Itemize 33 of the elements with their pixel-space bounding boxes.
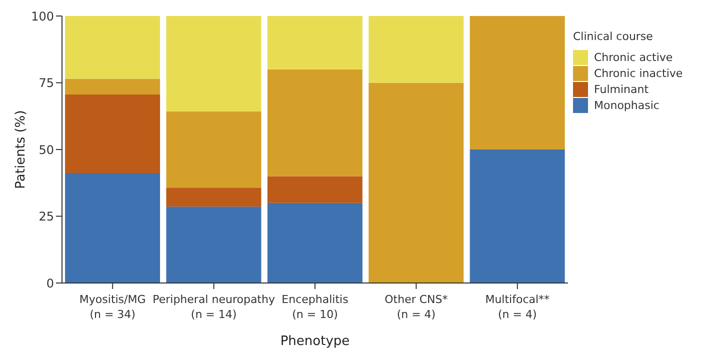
- bar: [267, 16, 362, 70]
- y-tick-label: 0: [46, 276, 54, 290]
- y-tick-label: 100: [31, 9, 54, 24]
- bar: [65, 78, 160, 94]
- bar: [267, 176, 362, 203]
- legend-label: Chronic inactive: [593, 66, 683, 81]
- bar: [470, 150, 565, 283]
- bar: [166, 111, 262, 188]
- bar: [65, 172, 160, 283]
- x-tick-label: Myositis/MG (n = 34): [79, 293, 146, 321]
- legend-title: Clinical course: [573, 30, 654, 43]
- y-tick-label: 75: [38, 76, 54, 90]
- y-tick-label: 50: [38, 142, 54, 157]
- bar: [166, 16, 262, 112]
- bar: [65, 94, 160, 173]
- bar: [470, 16, 565, 150]
- legend-label: Chronic active: [593, 50, 674, 65]
- x-tick-label: Multifocal** (n = 4): [485, 293, 550, 321]
- legend-label: Fulminant: [593, 82, 650, 97]
- x-axis-title: Phenotype: [280, 334, 350, 349]
- y-axis-title: Patients (%): [14, 110, 29, 189]
- bar: [368, 82, 464, 283]
- bar: [65, 16, 160, 79]
- bar: [166, 188, 262, 207]
- bar: [267, 69, 362, 176]
- legend-label: Monophasic: [593, 98, 660, 113]
- y-tick-label: 25: [38, 210, 54, 224]
- x-tick-label: Peripheral neuropathy (n = 14): [152, 293, 276, 321]
- x-tick-label: Other CNS* (n = 4): [384, 293, 448, 321]
- bar: [166, 206, 262, 283]
- bar: [368, 16, 464, 83]
- bar: [267, 202, 362, 283]
- x-tick-label: Encephalitis (n = 10): [282, 293, 349, 321]
